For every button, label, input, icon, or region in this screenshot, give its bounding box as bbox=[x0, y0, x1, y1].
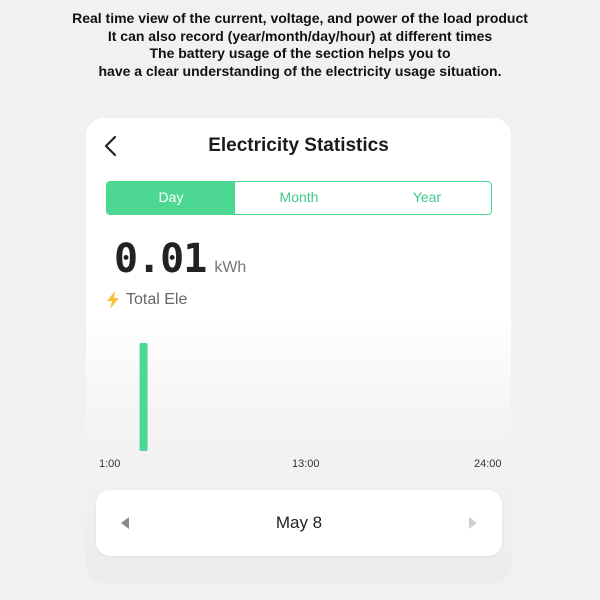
promo-caption: Real time view of the current, voltage, … bbox=[0, 10, 600, 80]
back-button[interactable] bbox=[100, 134, 124, 158]
lightning-bolt-icon bbox=[107, 291, 119, 309]
statistics-card: Electricity Statistics Day Month Year 0.… bbox=[86, 118, 511, 583]
caption-line: Real time view of the current, voltage, … bbox=[72, 10, 528, 26]
next-day-button[interactable] bbox=[468, 516, 478, 530]
energy-value: 0.01 bbox=[114, 236, 207, 282]
tab-month[interactable]: Month bbox=[279, 189, 319, 205]
usage-chart bbox=[139, 343, 148, 451]
x-tick-label: 1:00 bbox=[99, 458, 121, 470]
energy-unit: kWh bbox=[214, 259, 247, 276]
x-tick-label: 13:00 bbox=[292, 458, 320, 470]
chevron-left-icon bbox=[104, 135, 117, 157]
period-tabs: Day Month Year bbox=[106, 181, 492, 215]
prev-day-button[interactable] bbox=[120, 516, 130, 530]
page-title: Electricity Statistics bbox=[208, 135, 389, 156]
date-picker: May 8 bbox=[96, 490, 502, 556]
caption-line: It can also record (year/month/day/hour)… bbox=[107, 27, 493, 44]
total-label: Total Ele bbox=[126, 291, 188, 308]
chart-bar bbox=[139, 343, 148, 451]
triangle-right-icon bbox=[469, 517, 477, 529]
x-tick-label: 24:00 bbox=[474, 458, 502, 470]
caption-line: The battery usage of the section helps y… bbox=[149, 45, 451, 61]
triangle-left-icon bbox=[121, 517, 129, 529]
energy-readout: 0.01 kWh bbox=[114, 236, 246, 282]
tab-year[interactable]: Year bbox=[412, 189, 442, 205]
caption-line: have a clear understanding of the electr… bbox=[98, 62, 502, 79]
selected-date: May 8 bbox=[275, 513, 323, 532]
total-label-row: Total Ele bbox=[106, 291, 187, 309]
tab-day[interactable]: Day bbox=[107, 182, 235, 214]
